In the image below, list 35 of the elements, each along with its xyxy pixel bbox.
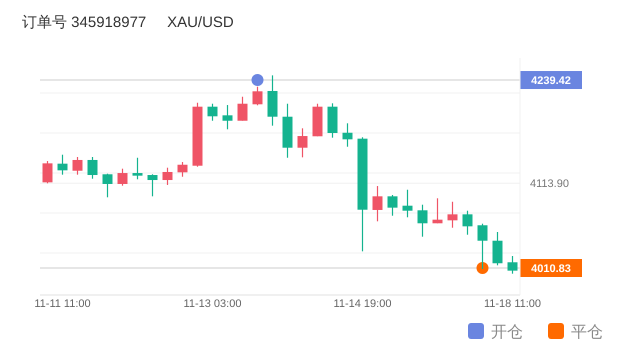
candlestick: [88, 156, 98, 180]
candlestick: [178, 161, 188, 178]
candlestick: [148, 174, 158, 197]
candlestick: [102, 173, 112, 198]
candlestick: [508, 255, 518, 274]
candlestick: [132, 157, 142, 180]
candlestick: [342, 122, 352, 148]
y-tick-label: 4239.42: [531, 75, 571, 88]
x-tick-label: 11-18 11:00: [484, 298, 542, 310]
legend-label: 平仓: [571, 324, 603, 341]
y-tick-label: 4113.90: [530, 178, 569, 190]
candlestick: [298, 128, 308, 158]
x-tick-label: 11-11 11:00: [34, 298, 91, 310]
x-tick-label: 11-13 03:00: [184, 298, 242, 310]
candlestick: [222, 104, 232, 130]
candlestick: [118, 168, 128, 186]
candlestick: [388, 194, 398, 216]
candlestick: [208, 103, 218, 122]
x-tick-label: 11-14 19:00: [334, 298, 392, 310]
candlestick: [418, 204, 428, 238]
candlestick: [448, 201, 458, 228]
candlestick: [58, 154, 68, 176]
candlestick: [252, 86, 262, 106]
candlestick: [432, 198, 442, 224]
candlestick: [372, 185, 382, 222]
candlestick: [462, 210, 472, 236]
legend-label: 开仓: [491, 324, 523, 341]
candlestick: [402, 189, 412, 218]
chart-title: 订单号 345918977 XAU/USD: [22, 14, 234, 31]
candlestick: [42, 160, 52, 184]
candlestick: [492, 231, 502, 266]
candlestick: [238, 96, 248, 122]
candlestick: [162, 167, 172, 186]
candlestick: [72, 156, 82, 176]
y-tick-label: 4010.83: [531, 263, 571, 275]
